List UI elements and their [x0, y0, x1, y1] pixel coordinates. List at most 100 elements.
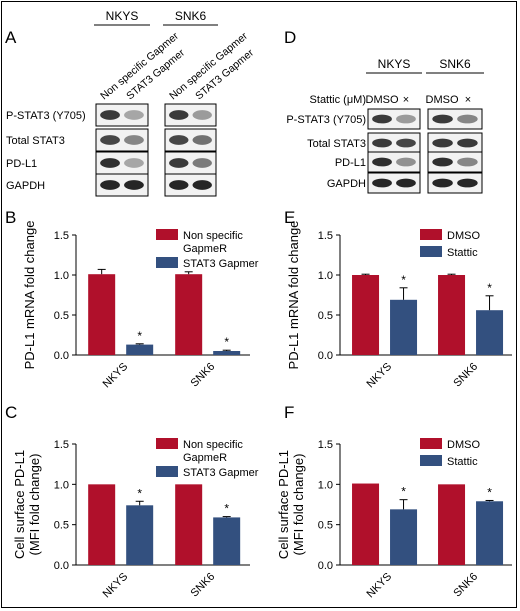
legend-swatch [156, 229, 178, 240]
y-axis-label: PD-L1 mRNA fold change [286, 221, 301, 370]
blot-band [457, 157, 478, 167]
lane-label: × [403, 94, 409, 106]
y-axis-label: (MFI fold change) [27, 454, 42, 556]
bar [88, 484, 116, 565]
significance-mark: * [401, 485, 406, 499]
blot-row-label: P-STAT3 (Y705) [6, 110, 86, 122]
y-tick-label: 1.0 [54, 479, 69, 491]
significance-mark: * [224, 335, 229, 349]
y-tick-label: 1.5 [54, 230, 69, 242]
legend-label: DMSO [447, 439, 480, 451]
bar [390, 509, 418, 565]
y-tick-label: 1.5 [318, 230, 333, 242]
panel-letter-A: A [5, 28, 17, 47]
blot-row-label: PD-L1 [6, 158, 37, 170]
legend-label: Non specific [183, 230, 243, 242]
bar [126, 344, 154, 355]
y-axis-label: Cell surface PD-L1 [12, 450, 27, 559]
blot-band [457, 114, 478, 124]
panel-letter-B: B [5, 208, 16, 227]
blot-band [192, 135, 212, 145]
cell-line-label: SNK6 [439, 57, 471, 71]
legend-label: GapmeR [183, 243, 227, 255]
blot-band [124, 135, 144, 145]
bar [476, 501, 504, 565]
blot-band [372, 178, 392, 188]
cell-line-label: SNK6 [175, 9, 207, 23]
bar [476, 310, 504, 355]
blot-band [432, 157, 453, 167]
y-tick-label: 1.5 [54, 439, 69, 451]
x-tick-label: NKYS [364, 361, 394, 391]
legend-swatch [156, 438, 178, 449]
legend-swatch [420, 438, 442, 449]
y-tick-label: 0.0 [318, 560, 333, 572]
blot-band [192, 180, 212, 190]
y-axis-label: Cell surface PD-L1 [276, 450, 291, 559]
y-tick-label: 0.0 [54, 560, 69, 572]
blot-band [100, 158, 120, 168]
blot-band [372, 114, 392, 124]
bar [352, 275, 380, 355]
blot-row-label: PD-L1 [335, 157, 366, 169]
legend-swatch [156, 466, 178, 477]
blot-box [427, 151, 483, 173]
blot-box [367, 172, 421, 194]
blot-box [95, 173, 149, 197]
blot-box [95, 128, 149, 152]
y-tick-label: 1.5 [318, 439, 333, 451]
blot-band [432, 114, 453, 124]
blot-row-label: P-STAT3 (Y705) [286, 114, 366, 126]
blot-band [169, 180, 189, 190]
blot-band [192, 158, 212, 168]
blot-band [432, 138, 453, 148]
blot-band [396, 157, 416, 167]
blot-band [457, 178, 478, 188]
blot-band [396, 138, 416, 148]
x-tick-label: SNK6 [188, 571, 217, 600]
lane-label: × [465, 94, 471, 106]
y-tick-label: 1.0 [318, 479, 333, 491]
y-tick-label: 1.0 [318, 270, 333, 282]
blot-band [372, 157, 392, 167]
blot-band [124, 110, 144, 120]
bar [213, 351, 241, 355]
blot-band [124, 158, 144, 168]
x-tick-label: SNK6 [451, 361, 480, 390]
blot-band [169, 135, 189, 145]
y-tick-label: 0.5 [318, 520, 333, 532]
blot-band [100, 110, 120, 120]
legend-label: STAT3 Gapmer [183, 467, 259, 479]
cell-line-label: NKYS [106, 9, 139, 23]
blot-band [372, 138, 392, 148]
legend-label: STAT3 Gapmer [183, 258, 259, 270]
blot-row-label: Total STAT3 [6, 135, 65, 147]
blot-band [192, 110, 212, 120]
bar [213, 517, 241, 565]
bar [438, 484, 466, 565]
panel-letter-D: D [284, 28, 296, 47]
y-axis-label: PD-L1 mRNA fold change [22, 221, 37, 370]
significance-mark: * [224, 502, 229, 516]
significance-mark: * [487, 485, 492, 499]
bar [126, 505, 154, 565]
lane-label: DMSO [366, 94, 399, 106]
y-tick-label: 0.5 [318, 310, 333, 322]
cell-line-label: NKYS [378, 57, 411, 71]
legend-label: DMSO [447, 230, 480, 242]
x-tick-label: SNK6 [451, 571, 480, 600]
bar [352, 483, 380, 565]
y-tick-label: 1.0 [54, 270, 69, 282]
blot-row-label: GAPDH [6, 180, 45, 192]
bar [88, 274, 116, 355]
panel-letter-E: E [284, 208, 295, 227]
blot-band [396, 178, 416, 188]
blot-row-label: GAPDH [327, 178, 366, 190]
y-tick-label: 0.0 [54, 350, 69, 362]
blot-band [124, 180, 144, 190]
blot-box [164, 173, 217, 197]
blot-band [169, 110, 189, 120]
legend-swatch [420, 229, 442, 240]
blot-box [164, 128, 217, 152]
